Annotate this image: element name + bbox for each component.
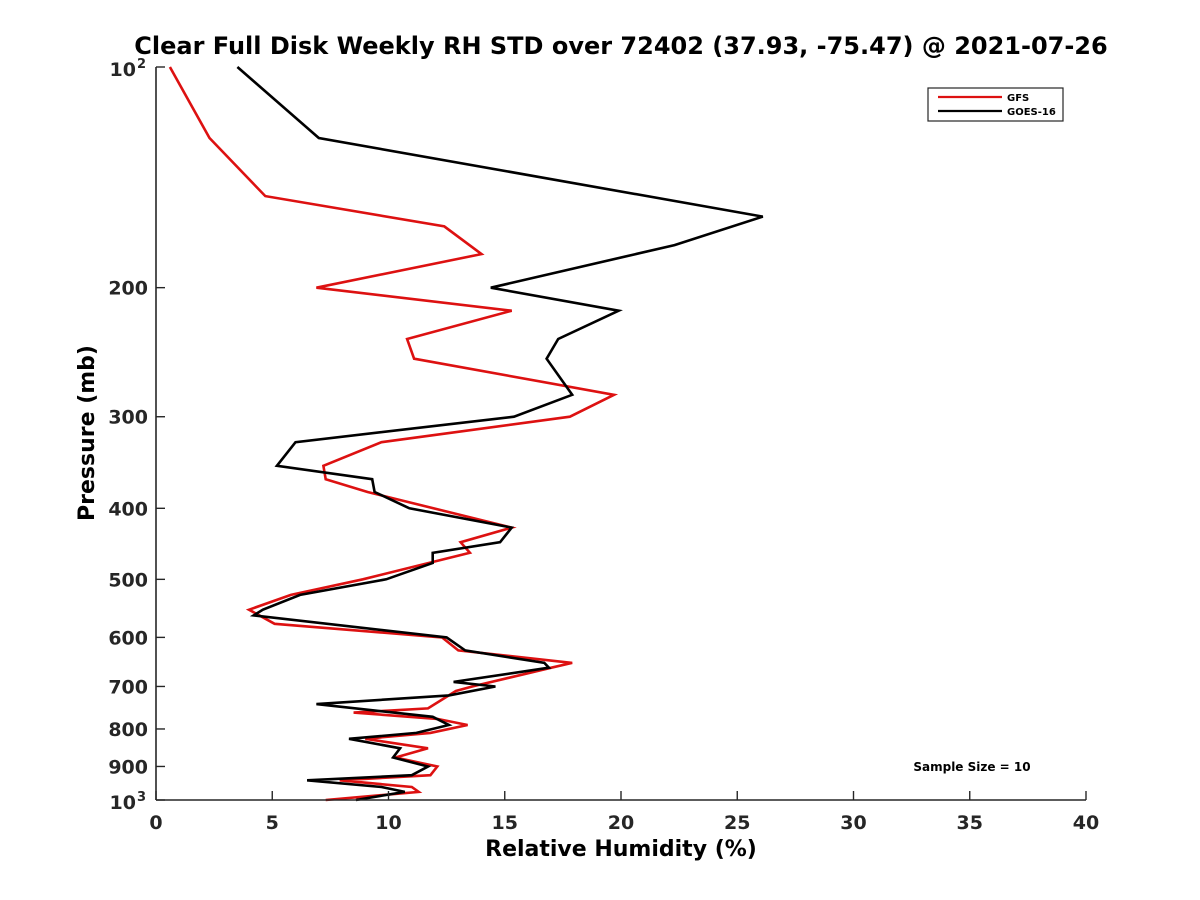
y-tick-label: 900 xyxy=(108,756,148,778)
x-tick-label: 35 xyxy=(957,812,983,834)
legend-label-goes-16: GOES-16 xyxy=(1007,107,1056,118)
x-tick-label: 20 xyxy=(608,812,634,834)
sample-size-annotation: Sample Size = 10 xyxy=(913,760,1030,774)
y-tick-label: 300 xyxy=(108,407,148,429)
x-tick-label: 5 xyxy=(266,812,279,834)
y-tick-exponent: 3 xyxy=(137,790,146,805)
y-tick-label: 10 xyxy=(110,59,136,81)
x-tick-label: 30 xyxy=(840,812,866,834)
x-tick-label: 0 xyxy=(149,812,162,834)
series-layer xyxy=(168,66,764,802)
series-line-goes-16 xyxy=(236,66,764,802)
x-tick-label: 15 xyxy=(492,812,518,834)
x-tick-label: 40 xyxy=(1073,812,1099,834)
y-axis-label: Pressure (mb) xyxy=(75,345,100,521)
x-tick-label: 25 xyxy=(724,812,750,834)
x-ticks: 0 5 10 15 20 25 30 35 40 xyxy=(149,791,1099,834)
legend-box xyxy=(927,87,1064,122)
x-axis-label: Relative Humidity (%) xyxy=(485,837,757,862)
plot-area xyxy=(156,67,1086,800)
y-tick-label: 400 xyxy=(108,498,148,520)
y-tick-label: 700 xyxy=(108,676,148,698)
y-tick-label: 800 xyxy=(108,719,148,741)
legend-label-gfs: GFS xyxy=(1007,93,1029,104)
y-tick-label: 200 xyxy=(108,278,148,300)
y-tick-label: 600 xyxy=(108,627,148,649)
y-tick-exponent: 2 xyxy=(137,57,146,72)
x-tick-label: 10 xyxy=(375,812,401,834)
y-tick-label: 10 xyxy=(110,792,136,814)
y-tick-label: 500 xyxy=(108,569,148,591)
legend: GFS GOES-16 xyxy=(927,87,1064,122)
chart-title: Clear Full Disk Weekly RH STD over 72402… xyxy=(134,32,1107,60)
